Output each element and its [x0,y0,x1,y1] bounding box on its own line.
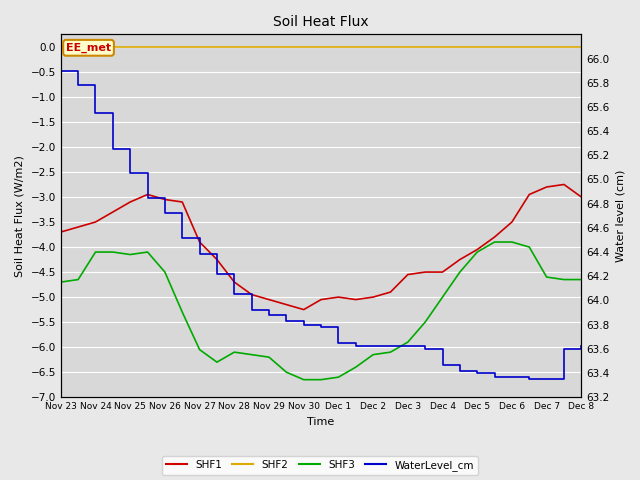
Text: EE_met: EE_met [66,43,111,53]
Title: Soil Heat Flux: Soil Heat Flux [273,15,369,29]
Y-axis label: Soil Heat Flux (W/m2): Soil Heat Flux (W/m2) [15,155,25,276]
Y-axis label: Water level (cm): Water level (cm) [615,169,625,262]
Legend: SHF1, SHF2, SHF3, WaterLevel_cm: SHF1, SHF2, SHF3, WaterLevel_cm [162,456,478,475]
X-axis label: Time: Time [307,417,335,427]
